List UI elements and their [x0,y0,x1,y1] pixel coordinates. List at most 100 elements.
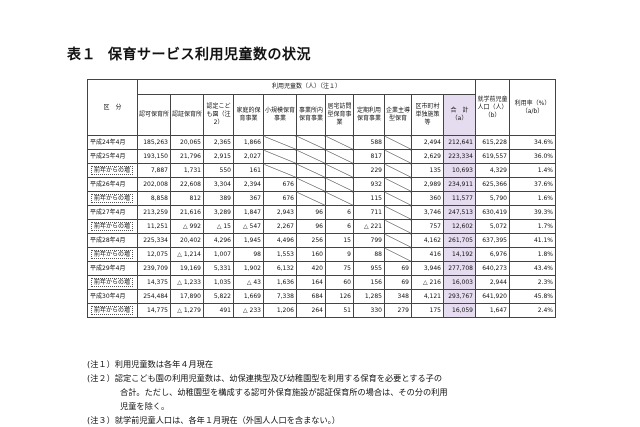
row-label: 平成30年4月 [87,289,138,304]
table-cell: 223,334 [443,149,476,164]
column-header: 事業所内保育事業 [296,94,326,136]
table-title: 保育サービス利用児童数の状況 [108,47,311,63]
table-cell: 4,329 [475,163,510,178]
table-cell: 812 [170,191,204,206]
row-label: 平成29年4月 [87,261,138,276]
table-cell: 676 [263,177,297,192]
column-header: 小規模保育事業 [263,94,297,136]
table-cell: 115 [353,191,385,206]
table-cell: 757 [411,219,444,234]
table-cell: 1.7% [509,219,556,234]
table-cell: 185,263 [137,135,171,150]
table-cell: 247,513 [443,205,476,220]
table-cell: 5,822 [203,289,234,304]
column-header: 居宅訪問型保育事業 [325,94,354,136]
table-cell: 1,285 [353,289,385,304]
note-2-cont2: 児童を除く。 [120,401,170,411]
table-cell: 932 [353,177,385,192]
note-1: (注１）利用児童数は各年４月現在 [87,359,214,369]
table-cell: 799 [353,233,385,248]
table-cell: 36.0% [509,149,556,164]
table-cell: 360 [411,191,444,206]
table-cell: 1,206 [263,303,297,318]
table-cell: 279 [384,303,412,318]
not-applicable-cell [325,149,354,164]
table-cell: 12,602 [443,219,476,234]
table-cell: △ 992 [170,219,204,234]
table-cell: 135 [411,163,444,178]
table-row-increase: 前年からの増 12,075 △ 1,214 1,007 98 1,553 160 9 88 416… [87,247,556,262]
table-cell: △ 1,279 [170,303,204,318]
table-row: 平成26年4月 202,008 22,608 3,304 2,394 676 932 2,98… [87,177,556,192]
not-applicable-cell [384,163,412,178]
table-cell: 711 [353,205,385,220]
table-cell: 11,577 [443,191,476,206]
column-header: 認証保育所 [170,94,204,136]
header-row-1: 区 分 利用児童数（人）（注１） 就学前児童人口（人）（b） 利用率（%）（a/… [87,79,556,136]
not-applicable-cell [325,191,354,206]
table-cell: 5,331 [203,261,234,276]
table-cell: 96 [296,219,326,234]
table-cell: 3,946 [411,261,444,276]
table-cell: 15 [325,233,354,248]
table-cell: 37.6% [509,177,556,192]
table-cell: 88 [353,247,385,262]
table-cell: 256 [296,233,326,248]
table-cell: △ 1,233 [170,275,204,290]
table-cell: 21,616 [170,205,204,220]
table-row: 平成24年4月 185,263 20,065 2,365 1,866 588 2,494 21… [87,135,556,150]
table-row: 平成28年4月 225,334 20,402 4,296 1,945 4,496 256 15… [87,233,556,248]
table-cell: 2,915 [203,149,234,164]
table-cell: 491 [203,303,234,318]
table-cell: 69 [384,261,412,276]
note-3: (注３）就学前児童人口は、各年１月現在（外国人人口を含まない。） [87,415,340,425]
table-cell: 1,847 [233,205,264,220]
column-header: 企業主導型保育 [384,94,412,136]
table-cell: 39.3% [509,205,556,220]
table-cell: 615,228 [475,135,510,150]
table-cell: 4,162 [411,233,444,248]
table-cell: 14,192 [443,247,476,262]
table-row-increase: 前年からの増 8,858 812 389 367 676 115 360 11,577 5,790… [87,191,556,206]
table-cell: 684 [296,289,326,304]
table-cell: 1,731 [170,163,204,178]
table-cell: 17,890 [170,289,204,304]
table-cell: 1,007 [203,247,234,262]
table-cell: 1.4% [509,163,556,178]
table-cell: 293,767 [443,289,476,304]
table-cell: 550 [203,163,234,178]
table-cell: 1,647 [475,303,510,318]
table-cell: 20,402 [170,233,204,248]
table-cell: △ 216 [411,275,444,290]
table-row: 平成30年4月 254,484 17,890 5,822 1,669 7,338 684 12… [87,289,556,304]
not-applicable-cell [384,191,412,206]
table-cell: 3,304 [203,177,234,192]
table-cell: 6,132 [263,261,297,276]
table-cell: 2,943 [263,205,297,220]
table-cell: △ 233 [233,303,264,318]
table-cell: 1,902 [233,261,264,276]
table-cell: 420 [296,261,326,276]
table-cell: 45.8% [509,289,556,304]
table-cell: 4,496 [263,233,297,248]
table-cell: 43.4% [509,261,556,276]
table-cell: 1.6% [509,191,556,206]
table-cell: 637,395 [475,233,510,248]
table-cell: 7,887 [137,163,171,178]
table-cell: 955 [353,261,385,276]
table-cell: 156 [353,275,385,290]
table-cell: △ 1,214 [170,247,204,262]
table-cell: 16,059 [443,303,476,318]
table-cell: 164 [296,275,326,290]
not-applicable-cell [325,177,354,192]
table-cell: 19,169 [170,261,204,276]
not-applicable-cell [296,177,326,192]
table-cell: 14,775 [137,303,171,318]
table-cell: 2,365 [203,135,234,150]
table-row: 平成25年4月 193,150 21,796 2,915 2,027 817 2,629 22… [87,149,556,164]
table-cell: 225,334 [137,233,171,248]
not-applicable-cell [325,163,354,178]
table-cell: 619,557 [475,149,510,164]
table-cell: △ 15 [203,219,234,234]
table-cell: △ 43 [233,275,264,290]
